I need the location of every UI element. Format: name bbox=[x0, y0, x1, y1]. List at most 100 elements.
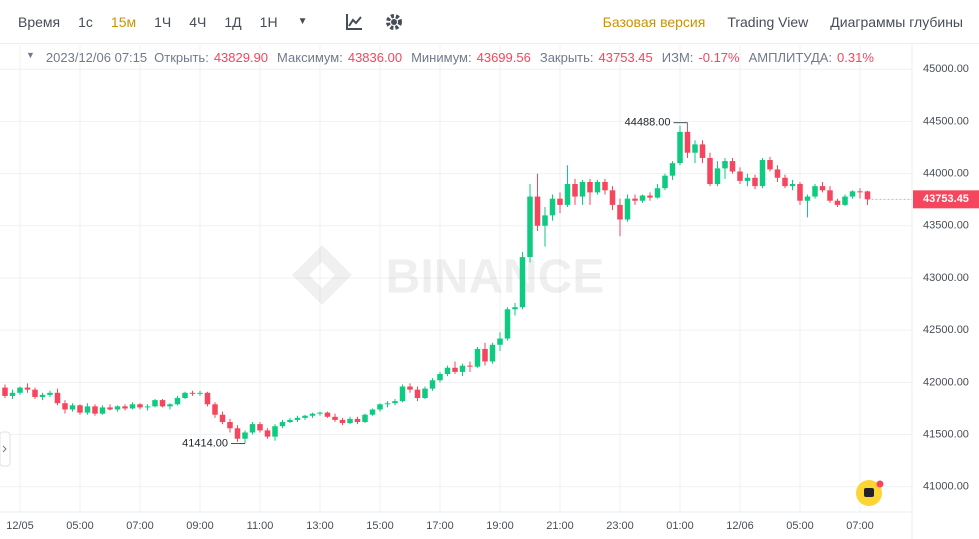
candle-body bbox=[422, 388, 428, 399]
toolbar: Время 1с 15м 1Ч 4Ч 1Д 1Н ▼ Базовая версия Tradi… bbox=[0, 0, 979, 44]
x-tick-label: 15:00 bbox=[366, 520, 394, 532]
candle-body bbox=[47, 392, 53, 395]
candle-body bbox=[842, 196, 848, 205]
candle-body bbox=[804, 196, 811, 201]
candle-body bbox=[2, 387, 8, 396]
interval-option[interactable]: 1Н bbox=[259, 13, 278, 30]
candle-body bbox=[482, 348, 488, 362]
candle-body bbox=[227, 422, 233, 429]
x-tick-label: 11:00 bbox=[247, 520, 274, 532]
candle-body bbox=[444, 367, 451, 375]
x-tick-label: 23:00 bbox=[606, 520, 634, 532]
candle-body bbox=[587, 181, 593, 193]
candle-body bbox=[114, 406, 121, 410]
candle-body bbox=[549, 198, 556, 216]
candle-body bbox=[602, 181, 608, 191]
side-toggle[interactable] bbox=[0, 431, 11, 467]
candle-body bbox=[669, 163, 676, 176]
candle-body bbox=[542, 215, 548, 226]
watermark: BINANCE bbox=[386, 251, 605, 304]
interval-option: Время bbox=[18, 13, 61, 30]
header-value: 43753.45 bbox=[598, 50, 653, 65]
candle-body bbox=[534, 196, 541, 226]
candle-body bbox=[257, 424, 263, 431]
indicator-icon[interactable] bbox=[345, 13, 363, 31]
candle-body bbox=[324, 412, 331, 417]
ohlc-header: ▼ 2023/12/06 07:15 Открыть: 43829.90 Максиму… bbox=[26, 50, 878, 65]
candle-body bbox=[77, 405, 83, 413]
candle-body bbox=[497, 338, 503, 345]
x-tick-label: 07:00 bbox=[846, 520, 874, 532]
grid bbox=[0, 45, 912, 512]
view-option[interactable]: Диаграммы глубины bbox=[830, 13, 963, 30]
candle-body bbox=[564, 184, 571, 205]
settings-icon[interactable] bbox=[385, 13, 403, 31]
candle-body bbox=[572, 184, 578, 197]
candle-body bbox=[242, 432, 248, 439]
header-value: 43699.56 bbox=[476, 50, 531, 65]
candle-body bbox=[639, 195, 646, 201]
candle-body bbox=[579, 181, 586, 197]
candle-body bbox=[392, 401, 398, 404]
candle-body bbox=[309, 413, 316, 416]
candle-body bbox=[62, 403, 68, 410]
annotation-label: 41414.00 bbox=[182, 437, 228, 449]
interval-option[interactable]: 1с bbox=[78, 13, 93, 30]
candle-body bbox=[849, 191, 856, 197]
interval-option[interactable]: 1Ч bbox=[154, 13, 172, 30]
candle-body bbox=[407, 386, 413, 390]
y-tick-label: 41000.00 bbox=[923, 481, 969, 493]
candle-body bbox=[812, 186, 818, 197]
candle-body bbox=[107, 407, 113, 410]
candle-body bbox=[557, 198, 563, 205]
candle-body bbox=[294, 417, 301, 420]
candle-body bbox=[249, 424, 256, 433]
interval-option[interactable]: 15м bbox=[110, 13, 137, 30]
candle-body bbox=[264, 430, 271, 437]
candle-body bbox=[429, 380, 436, 389]
y-tick-label: 45000.00 bbox=[923, 63, 969, 75]
candle-body bbox=[819, 186, 826, 191]
more-dropdown[interactable]: ▼ bbox=[297, 16, 308, 27]
header-value: 43829.90 bbox=[213, 50, 269, 65]
view-option[interactable]: Trading View bbox=[727, 13, 809, 30]
candle-body bbox=[504, 309, 511, 339]
candle-body bbox=[362, 414, 368, 423]
candle-body bbox=[204, 392, 211, 405]
candle-body bbox=[857, 191, 863, 193]
candle-body bbox=[272, 426, 278, 437]
candle-body bbox=[92, 406, 98, 414]
candle-body bbox=[99, 407, 106, 414]
candle-body bbox=[437, 374, 443, 381]
candle-body bbox=[707, 157, 713, 185]
collapse-arrow[interactable]: ▼ bbox=[26, 50, 35, 60]
last-price-label: 43753.45 bbox=[923, 193, 969, 205]
y-tick-label: 41500.00 bbox=[923, 428, 969, 440]
candle-body bbox=[617, 204, 623, 220]
x-tick-label: 12/05 bbox=[6, 520, 34, 532]
x-tick-label: 12/06 bbox=[726, 520, 754, 532]
y-tick-label: 44000.00 bbox=[923, 168, 969, 180]
candle-body bbox=[519, 257, 526, 308]
candle-body bbox=[197, 392, 203, 394]
candle-body bbox=[332, 416, 338, 420]
candle-body bbox=[24, 387, 31, 390]
candle-body bbox=[17, 387, 23, 393]
candle-body bbox=[744, 177, 751, 181]
interval-list: Время 1с 15м 1Ч 4Ч 1Д 1Н bbox=[18, 14, 296, 30]
x-tick-label: 19:00 bbox=[486, 520, 514, 532]
candle-body bbox=[474, 348, 481, 367]
candle-body bbox=[32, 389, 38, 397]
candle-body bbox=[452, 367, 458, 372]
interval-option[interactable]: 1Д bbox=[224, 13, 242, 30]
candle-body bbox=[594, 181, 601, 193]
candle-body bbox=[699, 144, 706, 158]
candle-body bbox=[714, 168, 721, 185]
interval-option[interactable]: 4Ч bbox=[189, 13, 207, 30]
candle-body bbox=[317, 412, 323, 414]
view-option[interactable]: Базовая версия bbox=[602, 13, 706, 30]
header-value: 43836.00 bbox=[347, 50, 403, 65]
candle-body bbox=[354, 418, 361, 423]
candle-body bbox=[722, 161, 728, 169]
